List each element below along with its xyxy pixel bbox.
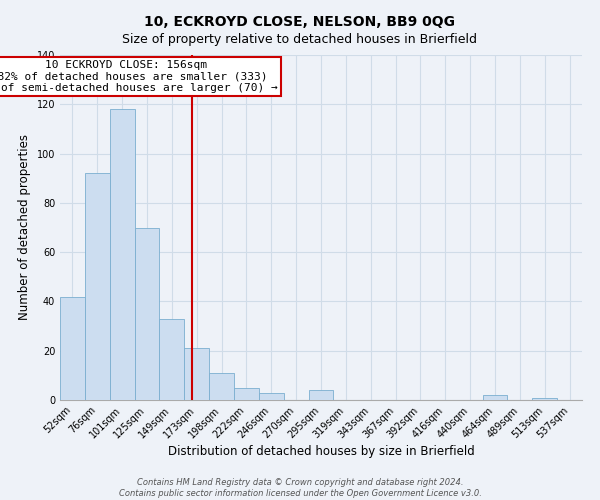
Bar: [532, 398, 557, 400]
Text: Size of property relative to detached houses in Brierfield: Size of property relative to detached ho…: [122, 32, 478, 46]
Bar: [160, 318, 184, 400]
Bar: [308, 390, 334, 400]
Bar: [110, 109, 134, 400]
X-axis label: Distribution of detached houses by size in Brierfield: Distribution of detached houses by size …: [167, 446, 475, 458]
Bar: [234, 388, 259, 400]
Text: Contains HM Land Registry data © Crown copyright and database right 2024.
Contai: Contains HM Land Registry data © Crown c…: [119, 478, 481, 498]
Bar: [482, 395, 508, 400]
Bar: [209, 373, 234, 400]
Text: 10, ECKROYD CLOSE, NELSON, BB9 0QG: 10, ECKROYD CLOSE, NELSON, BB9 0QG: [145, 15, 455, 29]
Bar: [134, 228, 160, 400]
Text: 10 ECKROYD CLOSE: 156sqm
← 82% of detached houses are smaller (333)
17% of semi-: 10 ECKROYD CLOSE: 156sqm ← 82% of detach…: [0, 60, 278, 93]
Bar: [184, 348, 209, 400]
Bar: [60, 296, 85, 400]
Bar: [259, 392, 284, 400]
Y-axis label: Number of detached properties: Number of detached properties: [18, 134, 31, 320]
Bar: [85, 174, 110, 400]
